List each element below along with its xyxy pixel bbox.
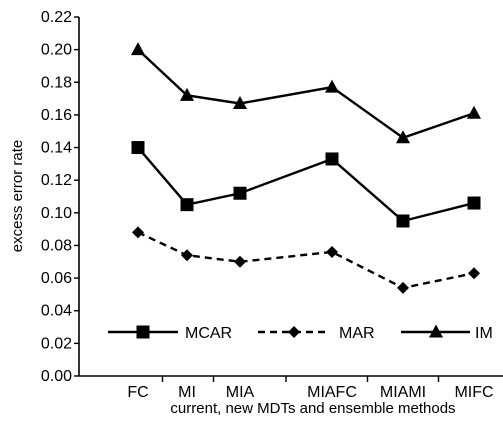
data-point-im: [396, 130, 410, 144]
y-tick-label: 0.18: [41, 74, 72, 91]
legend-item-im: IM: [401, 324, 493, 342]
data-point-im: [233, 95, 247, 109]
legend-item-mcar: MCAR: [108, 325, 232, 342]
x-tick-label: FC: [127, 384, 148, 401]
x-ticks: FC MI MIA MIAFC MIAMI MIFC: [127, 376, 494, 401]
y-tick-label: 0.14: [41, 140, 72, 157]
legend-item-mar: MAR: [258, 325, 375, 342]
legend-marker: [136, 325, 150, 339]
legend-label: IM: [475, 325, 493, 342]
series-mcar: [131, 141, 481, 228]
x-tick-label: MIAMI: [380, 384, 426, 401]
y-tick-label: 0.20: [41, 42, 72, 59]
data-point-mcar: [325, 152, 339, 166]
y-tick-label: 0.16: [41, 107, 72, 124]
y-tick-label: 0.04: [41, 303, 72, 320]
y-tick-label: 0.12: [41, 172, 72, 189]
data-point-im: [131, 42, 145, 56]
data-point-mar: [468, 267, 480, 280]
series-im: [131, 42, 481, 144]
y-tick-label: 0.22: [41, 9, 72, 26]
data-point-mcar: [131, 141, 145, 155]
axes: [78, 17, 503, 377]
x-tick-label: MI: [178, 384, 196, 401]
data-point-mcar: [467, 196, 481, 210]
data-point-mar: [397, 281, 409, 294]
data-point-mar: [132, 226, 144, 239]
legend-marker: [288, 326, 300, 338]
y-tick-label: 0.02: [41, 335, 72, 352]
y-tick-label: 0.06: [41, 270, 72, 287]
y-tick-label: 0.08: [41, 237, 72, 254]
legend-label: MCAR: [185, 325, 232, 342]
series-line-mcar: [137, 146, 475, 223]
x-tick-label: MIAFC: [307, 384, 357, 401]
y-tick-label: 0.10: [41, 205, 72, 222]
data-point-mar: [326, 245, 338, 258]
legend: MCAR MAR IM: [108, 324, 493, 342]
data-point-im: [467, 105, 481, 119]
x-tick-label: MIFC: [454, 384, 493, 401]
data-point-mar: [234, 255, 246, 268]
y-axis-title: excess error rate: [9, 140, 26, 253]
data-point-mar: [181, 249, 193, 262]
series-line-im: [137, 48, 475, 140]
x-axis-title: current, new MDTs and ensemble methods: [170, 400, 455, 417]
data-point-mcar: [180, 198, 194, 212]
data-point-mcar: [233, 186, 247, 200]
y-ticks: 0.00 0.02 0.04 0.06 0.08 0.10 0.12 0.14 0.16 0.18…: [41, 9, 79, 385]
series-layer: [131, 42, 481, 294]
series-mar: [132, 226, 480, 294]
y-tick-label: 0.00: [41, 368, 72, 385]
x-tick-label: MIA: [226, 384, 255, 401]
data-point-im: [180, 87, 194, 101]
data-point-im: [325, 79, 339, 93]
data-point-mcar: [396, 214, 410, 228]
series-line-mar: [137, 231, 475, 290]
legend-label: MAR: [339, 325, 375, 342]
legend-marker: [429, 324, 443, 338]
